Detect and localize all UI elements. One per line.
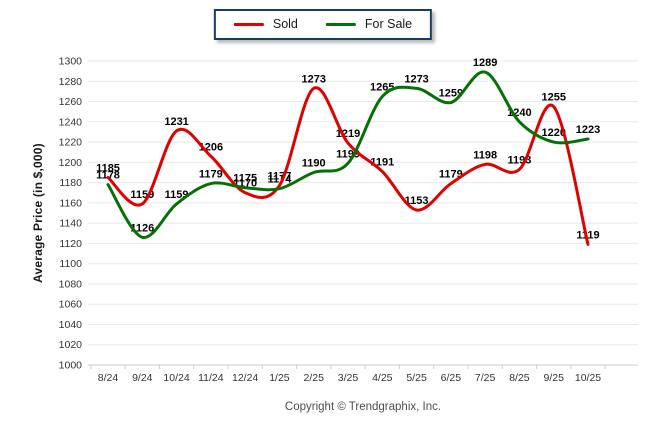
svg-text:8/25: 8/25: [509, 372, 530, 384]
svg-text:11/24: 11/24: [198, 372, 224, 384]
svg-text:1179: 1179: [439, 169, 463, 181]
svg-text:1289: 1289: [473, 57, 497, 69]
svg-text:1000: 1000: [59, 360, 83, 372]
svg-text:3/25: 3/25: [338, 372, 359, 384]
svg-text:1231: 1231: [164, 116, 188, 128]
svg-text:1020: 1020: [59, 339, 83, 351]
svg-text:1220: 1220: [59, 137, 83, 149]
copyright-text: Copyright © Trendgraphix, Inc.: [284, 401, 442, 413]
legend-label-sold: Sold: [272, 17, 298, 31]
svg-text:2/25: 2/25: [303, 372, 324, 384]
series-line-for-sale: [106, 70, 590, 239]
y-axis-title: Average Price (in $,000): [31, 143, 45, 283]
svg-text:5/25: 5/25: [406, 372, 427, 384]
svg-text:1119: 1119: [576, 229, 599, 241]
svg-text:1300: 1300: [59, 56, 83, 68]
legend-item-for-sale: For Sale: [325, 17, 413, 31]
svg-text:1174: 1174: [267, 174, 292, 186]
svg-text:1191: 1191: [370, 157, 394, 169]
svg-text:1185: 1185: [96, 163, 120, 175]
svg-text:1260: 1260: [59, 96, 83, 108]
svg-text:8/24: 8/24: [98, 372, 119, 384]
sold-line-swatch: [233, 22, 264, 26]
legend-item-sold: Sold: [233, 17, 298, 31]
svg-text:12/24: 12/24: [232, 372, 258, 384]
svg-text:1220: 1220: [541, 127, 565, 139]
y-axis-labels: 1000 1020 1040 1060 1080 1100 1120 1140 1160 1180…: [59, 56, 83, 372]
svg-text:1160: 1160: [59, 197, 82, 209]
legend: Sold For Sale: [213, 9, 433, 40]
svg-text:1190: 1190: [302, 158, 326, 170]
svg-text:9/25: 9/25: [543, 372, 564, 384]
svg-text:1273: 1273: [301, 73, 325, 85]
svg-text:1153: 1153: [405, 195, 429, 207]
x-axis: [88, 364, 638, 369]
svg-text:1240: 1240: [59, 116, 83, 128]
svg-text:1265: 1265: [370, 82, 394, 94]
svg-text:4/25: 4/25: [372, 372, 393, 384]
svg-text:6/25: 6/25: [441, 372, 462, 384]
series-line-sold: [106, 86, 590, 246]
svg-text:1200: 1200: [59, 157, 83, 169]
svg-text:1180: 1180: [59, 177, 82, 189]
svg-text:1080: 1080: [59, 278, 83, 290]
x-axis-labels: 8/24 9/24 10/24 11/24 12/24 1/25 2/25 3/25 4/25 5…: [98, 372, 602, 384]
svg-text:1175: 1175: [233, 173, 257, 185]
svg-text:10/25: 10/25: [575, 372, 601, 384]
svg-text:7/25: 7/25: [475, 372, 496, 384]
svg-text:1120: 1120: [59, 238, 82, 250]
svg-text:1040: 1040: [59, 319, 83, 331]
svg-text:1255: 1255: [541, 92, 565, 104]
gridlines: [88, 60, 638, 366]
svg-text:1060: 1060: [59, 299, 83, 311]
svg-text:1140: 1140: [59, 218, 82, 230]
for-sale-line-swatch: [325, 22, 356, 26]
svg-text:1280: 1280: [59, 76, 83, 88]
svg-text:9/24: 9/24: [132, 372, 153, 384]
svg-text:1273: 1273: [404, 73, 428, 85]
svg-text:1100: 1100: [59, 258, 82, 270]
svg-text:1179: 1179: [199, 169, 223, 181]
svg-text:1198: 1198: [473, 149, 497, 161]
svg-text:1/25: 1/25: [269, 372, 290, 384]
svg-text:10/24: 10/24: [163, 372, 189, 384]
svg-text:1178: 1178: [96, 170, 120, 182]
svg-text:1223: 1223: [576, 124, 600, 136]
legend-label-for-sale: For Sale: [364, 17, 413, 31]
